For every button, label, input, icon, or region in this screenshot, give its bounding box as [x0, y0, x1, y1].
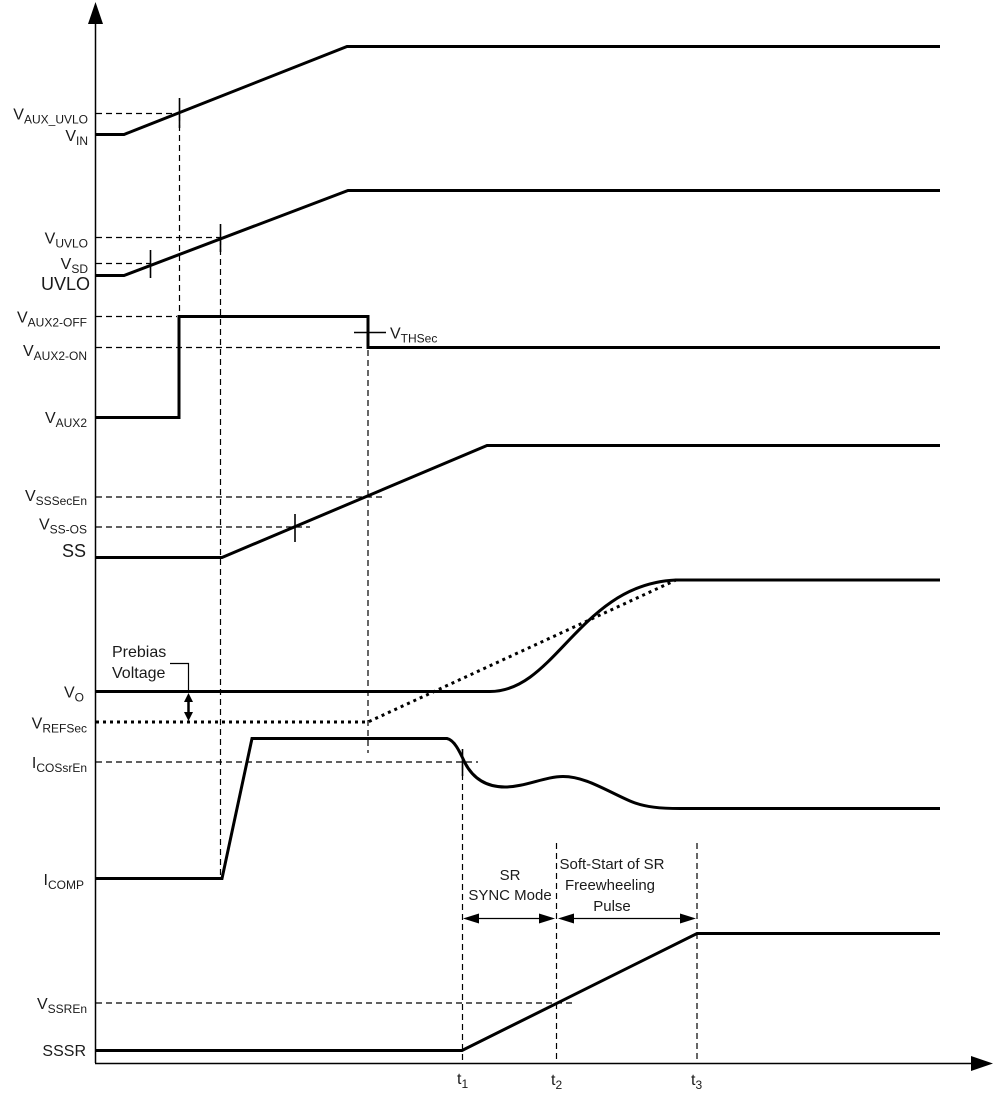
- crossing-ticks: [149, 98, 464, 776]
- label-icossren: ICOSsrEn: [32, 755, 87, 775]
- label-vaux2-on: VAUX2-ON: [23, 343, 87, 363]
- uvlo-waveform: [96, 189, 940, 277]
- label-uvlo: UVLO: [41, 274, 90, 294]
- label-vaux2-off: VAUX2-OFF: [17, 310, 87, 330]
- signal-labels: VAUX_UVLO VIN VUVLO VSD UVLO VAUX2-OFF V…: [13, 107, 437, 1061]
- label-t1: t1: [457, 1071, 468, 1091]
- sr-softstart-label-line2: Freewheeling: [565, 877, 655, 894]
- label-vsd: VSD: [61, 256, 89, 276]
- sr-sync-arrow-right-icon: [539, 913, 555, 924]
- sssr-waveform: [96, 932, 940, 1052]
- sr-softstart-arrow-left-icon: [558, 913, 574, 924]
- vin-waveform: [96, 45, 940, 136]
- label-t2: t2: [551, 1072, 562, 1092]
- prebias-leader-line: [170, 662, 190, 693]
- label-vin: VIN: [65, 128, 88, 148]
- label-t3: t3: [691, 1072, 702, 1092]
- label-vthsec: VTHSec: [390, 326, 437, 346]
- axes: [88, 2, 993, 1071]
- sr-softstart-arrow-right-icon: [680, 913, 696, 924]
- ss-waveform: [96, 444, 940, 559]
- vaux2-waveform: [96, 315, 940, 419]
- label-vssren: VSSREn: [37, 996, 87, 1016]
- label-vuvlo: VUVLO: [45, 231, 88, 251]
- label-vss-os: VSS-OS: [39, 517, 87, 537]
- sr-sync-arrow-left-icon: [463, 913, 479, 924]
- label-vaux-uvlo: VAUX_UVLO: [13, 107, 88, 127]
- time-labels: t1 t2 t3: [457, 1071, 702, 1092]
- sr-mode-annotations: SR SYNC Mode Soft-Start of SR Freewheeli…: [463, 856, 696, 924]
- prebias-label-line1: Prebias: [112, 644, 166, 661]
- label-icomp: ICOMP: [44, 872, 84, 892]
- icomp-waveform: [96, 737, 940, 880]
- vrefsec-waveform: [96, 578, 940, 724]
- label-vaux2: VAUX2: [45, 410, 87, 430]
- y-axis-arrow-icon: [88, 2, 103, 24]
- label-sssr: SSSR: [42, 1043, 86, 1060]
- label-vo: VO: [64, 685, 84, 705]
- threshold-guide-lines: [96, 112, 573, 1004]
- sr-sync-label-line1: SR: [500, 867, 521, 884]
- prebias-annotation: Prebias Voltage: [112, 644, 193, 721]
- waveforms: [96, 45, 940, 1052]
- x-axis-arrow-icon: [971, 1056, 993, 1071]
- label-ss: SS: [62, 541, 86, 561]
- prebias-arrow-up-icon: [184, 693, 193, 702]
- prebias-arrow-down-icon: [184, 712, 193, 721]
- sr-softstart-label-line3: Pulse: [593, 898, 631, 915]
- sr-softstart-label-line1: Soft-Start of SR: [559, 856, 664, 873]
- prebias-label-line2: Voltage: [112, 665, 165, 682]
- time-guide-lines: [178, 115, 698, 1062]
- label-vrefsec: VREFSec: [32, 716, 87, 736]
- sr-sync-label-line2: SYNC Mode: [468, 887, 551, 904]
- vo-waveform: [96, 578, 940, 693]
- label-vsssecen: VSSSecEn: [25, 488, 87, 508]
